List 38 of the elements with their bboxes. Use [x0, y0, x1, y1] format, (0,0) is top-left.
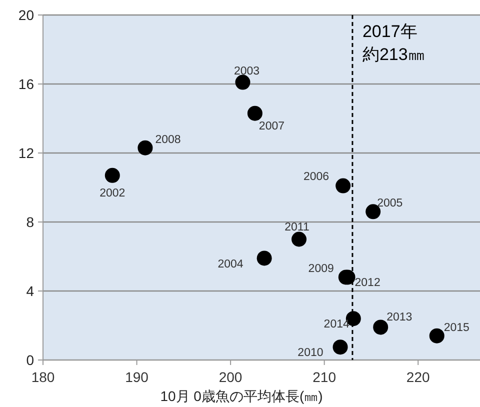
annotation: 約213㎜ [362, 45, 425, 64]
annotation: 2007 [258, 120, 285, 132]
annotation: 2005 [377, 198, 403, 210]
point [138, 140, 153, 156]
point [292, 232, 307, 247]
y-tick-label: 0 [26, 352, 34, 368]
annotation: 2004 [218, 258, 244, 270]
annotation: 2013 [386, 311, 412, 324]
annotation: 2010 [298, 347, 324, 360]
y-tick-label: 4 [26, 282, 34, 299]
annotation: 2009 [308, 263, 334, 276]
point [256, 250, 272, 266]
annotation: 2011 [284, 221, 310, 234]
point [429, 328, 444, 344]
point [104, 168, 120, 183]
y-tick-label: 16 [18, 76, 34, 92]
y-tick-label: 8 [26, 214, 34, 230]
x-tick-label: 190 [125, 369, 149, 385]
point [336, 178, 351, 194]
annotation: 2002 [100, 187, 126, 200]
annotation: 2015 [444, 322, 470, 334]
point [373, 320, 388, 335]
x-tick-label: 180 [31, 369, 55, 385]
annotation: 2014 [324, 318, 350, 331]
y-tick-label: 20 [18, 6, 34, 23]
y-tick-label: 12 [18, 144, 34, 161]
annotation: 2008 [155, 134, 181, 146]
point [235, 74, 250, 90]
annotation: 2012 [354, 277, 380, 290]
annotation: 2006 [303, 170, 330, 183]
annotation: 2017年 [362, 22, 418, 41]
x-tick-label: 220 [406, 369, 430, 385]
point [247, 106, 262, 121]
x-axis-title: 10月 0歳魚の平均体長(㎜) [160, 388, 323, 404]
annotation: 2003 [234, 65, 260, 78]
x-tick-label: 200 [218, 369, 242, 385]
x-tick-label: 210 [312, 369, 336, 385]
point [332, 340, 348, 355]
